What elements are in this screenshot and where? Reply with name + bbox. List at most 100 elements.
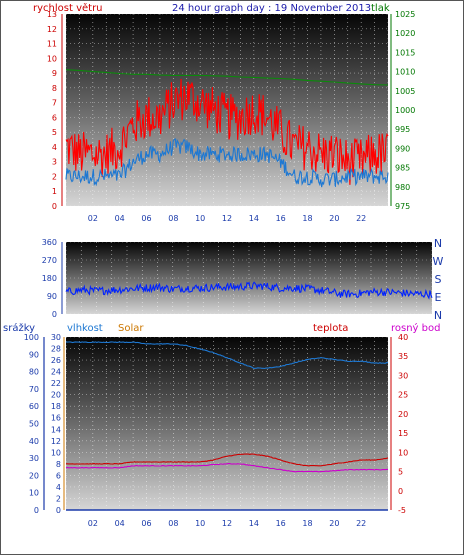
panel1-hour-tick: 10 [195,214,205,223]
panel2-left-axis: 360 270 180 90 0 [42,238,63,319]
panel3-hour-tick: 16 [276,519,286,528]
pressure-tick: 975 [395,202,410,211]
panel3-hour-tick: 12 [222,519,232,528]
temperature-tick: 35 [398,352,408,361]
compass-letter: S [435,273,442,286]
panel1-right-axis: 1025 1020 1015 1010 1005 1000 995 990 985 980 975 [390,10,415,211]
direction-tick: 180 [42,274,57,283]
panel3-hour-tick: 08 [168,519,178,528]
temperature-tick: 30 [398,371,408,380]
panel1-hour-tick: 14 [249,214,259,223]
average-wind-line [65,137,389,188]
humidity-tick: 26 [51,356,61,365]
temperature-tick: 15 [398,429,408,438]
rain-tick: 70 [29,385,39,394]
rain-tick: 0 [34,506,39,515]
direction-tick: 90 [47,292,57,301]
wind-speed-tick: 2 [52,172,57,181]
direction-tick: 360 [42,238,57,247]
wind-speed-tick: 10 [47,54,57,63]
panel3-series [65,341,389,511]
panel3-plot-area [66,337,388,510]
wind-speed-label: rychlost větru [33,2,103,14]
temperature-label: teplota [313,323,348,334]
humidity-tick: 30 [51,333,61,342]
panel1-x-axis: 02 04 06 08 10 12 14 16 18 20 22 [88,214,367,223]
humidity-label: vlhkost [67,323,103,334]
panel1-hour-tick: 16 [276,214,286,223]
panel3-hour-tick: 18 [302,519,312,528]
panel1-hour-tick: 04 [115,214,125,223]
wind-speed-tick: 5 [52,128,57,137]
rain-tick: 50 [29,420,39,429]
humidity-tick: 16 [51,414,61,423]
pressure-tick: 980 [395,183,410,192]
dewpoint-line [65,463,388,473]
humidity-tick: 12 [51,437,61,446]
humidity-tick: 4 [56,483,61,492]
panel1-hour-tick: 18 [302,214,312,223]
humidity-tick: 18 [51,402,61,411]
humidity-tick: 0 [56,506,61,515]
wind-speed-tick: 9 [52,69,57,78]
wind-speed-tick: 7 [52,99,57,108]
temperature-line [66,453,389,467]
rain-tick: 90 [29,350,39,359]
wind-speed-tick: 13 [47,10,57,19]
temperature-tick: 0 [398,487,403,496]
humidity-line [65,341,389,370]
rain-tick: 10 [29,489,39,498]
rain-label: srážky [3,322,35,334]
temperature-tick: 20 [398,410,408,419]
compass-letter: N [434,309,442,322]
pressure-tick: 1005 [395,87,415,96]
wind-speed-tick: 0 [52,202,57,211]
panel3-hour-tick: 20 [329,519,339,528]
rain-tick: 20 [29,471,39,480]
panel2-grid [65,241,433,315]
humidity-tick: 28 [51,345,61,354]
panel2-series [65,281,433,300]
wind-speed-tick: 12 [47,25,57,34]
rain-tick: 40 [29,437,39,446]
direction-tick: 0 [52,310,57,319]
panel3-hour-tick: 04 [115,519,125,528]
humidity-tick: 14 [51,425,61,434]
panel1-hour-tick: 02 [88,214,98,223]
compass-letter: W [433,255,444,268]
graph-title: 24 hour graph day : 19 November 2013 [172,3,371,14]
direction-tick: 270 [42,256,57,265]
wind-speed-tick: 1 [52,187,57,196]
rain-tick: 60 [29,402,39,411]
solar-label: Solar [118,323,144,334]
compass-letter: N [434,237,442,250]
panel1-hour-tick: 12 [222,214,232,223]
temperature-tick: -5 [398,506,406,515]
temperature-tick: 5 [398,468,403,477]
panel3-temperature-axis: 40 35 30 25 20 15 10 5 0 -5 [390,333,408,515]
panel3-hour-tick: 14 [249,519,259,528]
pressure-tick: 1000 [395,106,415,115]
pressure-tick: 1015 [395,48,415,57]
pressure-line [65,69,389,86]
panel1-hour-tick: 22 [356,214,366,223]
dewpoint-label: rosný bod [391,322,440,334]
humidity-tick: 2 [56,494,61,503]
pressure-tick: 990 [395,144,410,153]
rain-tick: 100 [24,333,39,342]
pressure-label: tlak [371,3,390,14]
panel1-hour-tick: 06 [141,214,151,223]
panel3-hour-tick: 02 [88,519,98,528]
wind-speed-tick: 4 [52,143,57,152]
panel3-hour-tick: 06 [141,519,151,528]
panel1-series [65,69,389,188]
pressure-tick: 1020 [395,29,415,38]
pressure-tick: 1010 [395,68,415,77]
rain-tick: 30 [29,454,39,463]
temperature-tick: 25 [398,391,408,400]
rain-tick: 80 [29,368,39,377]
